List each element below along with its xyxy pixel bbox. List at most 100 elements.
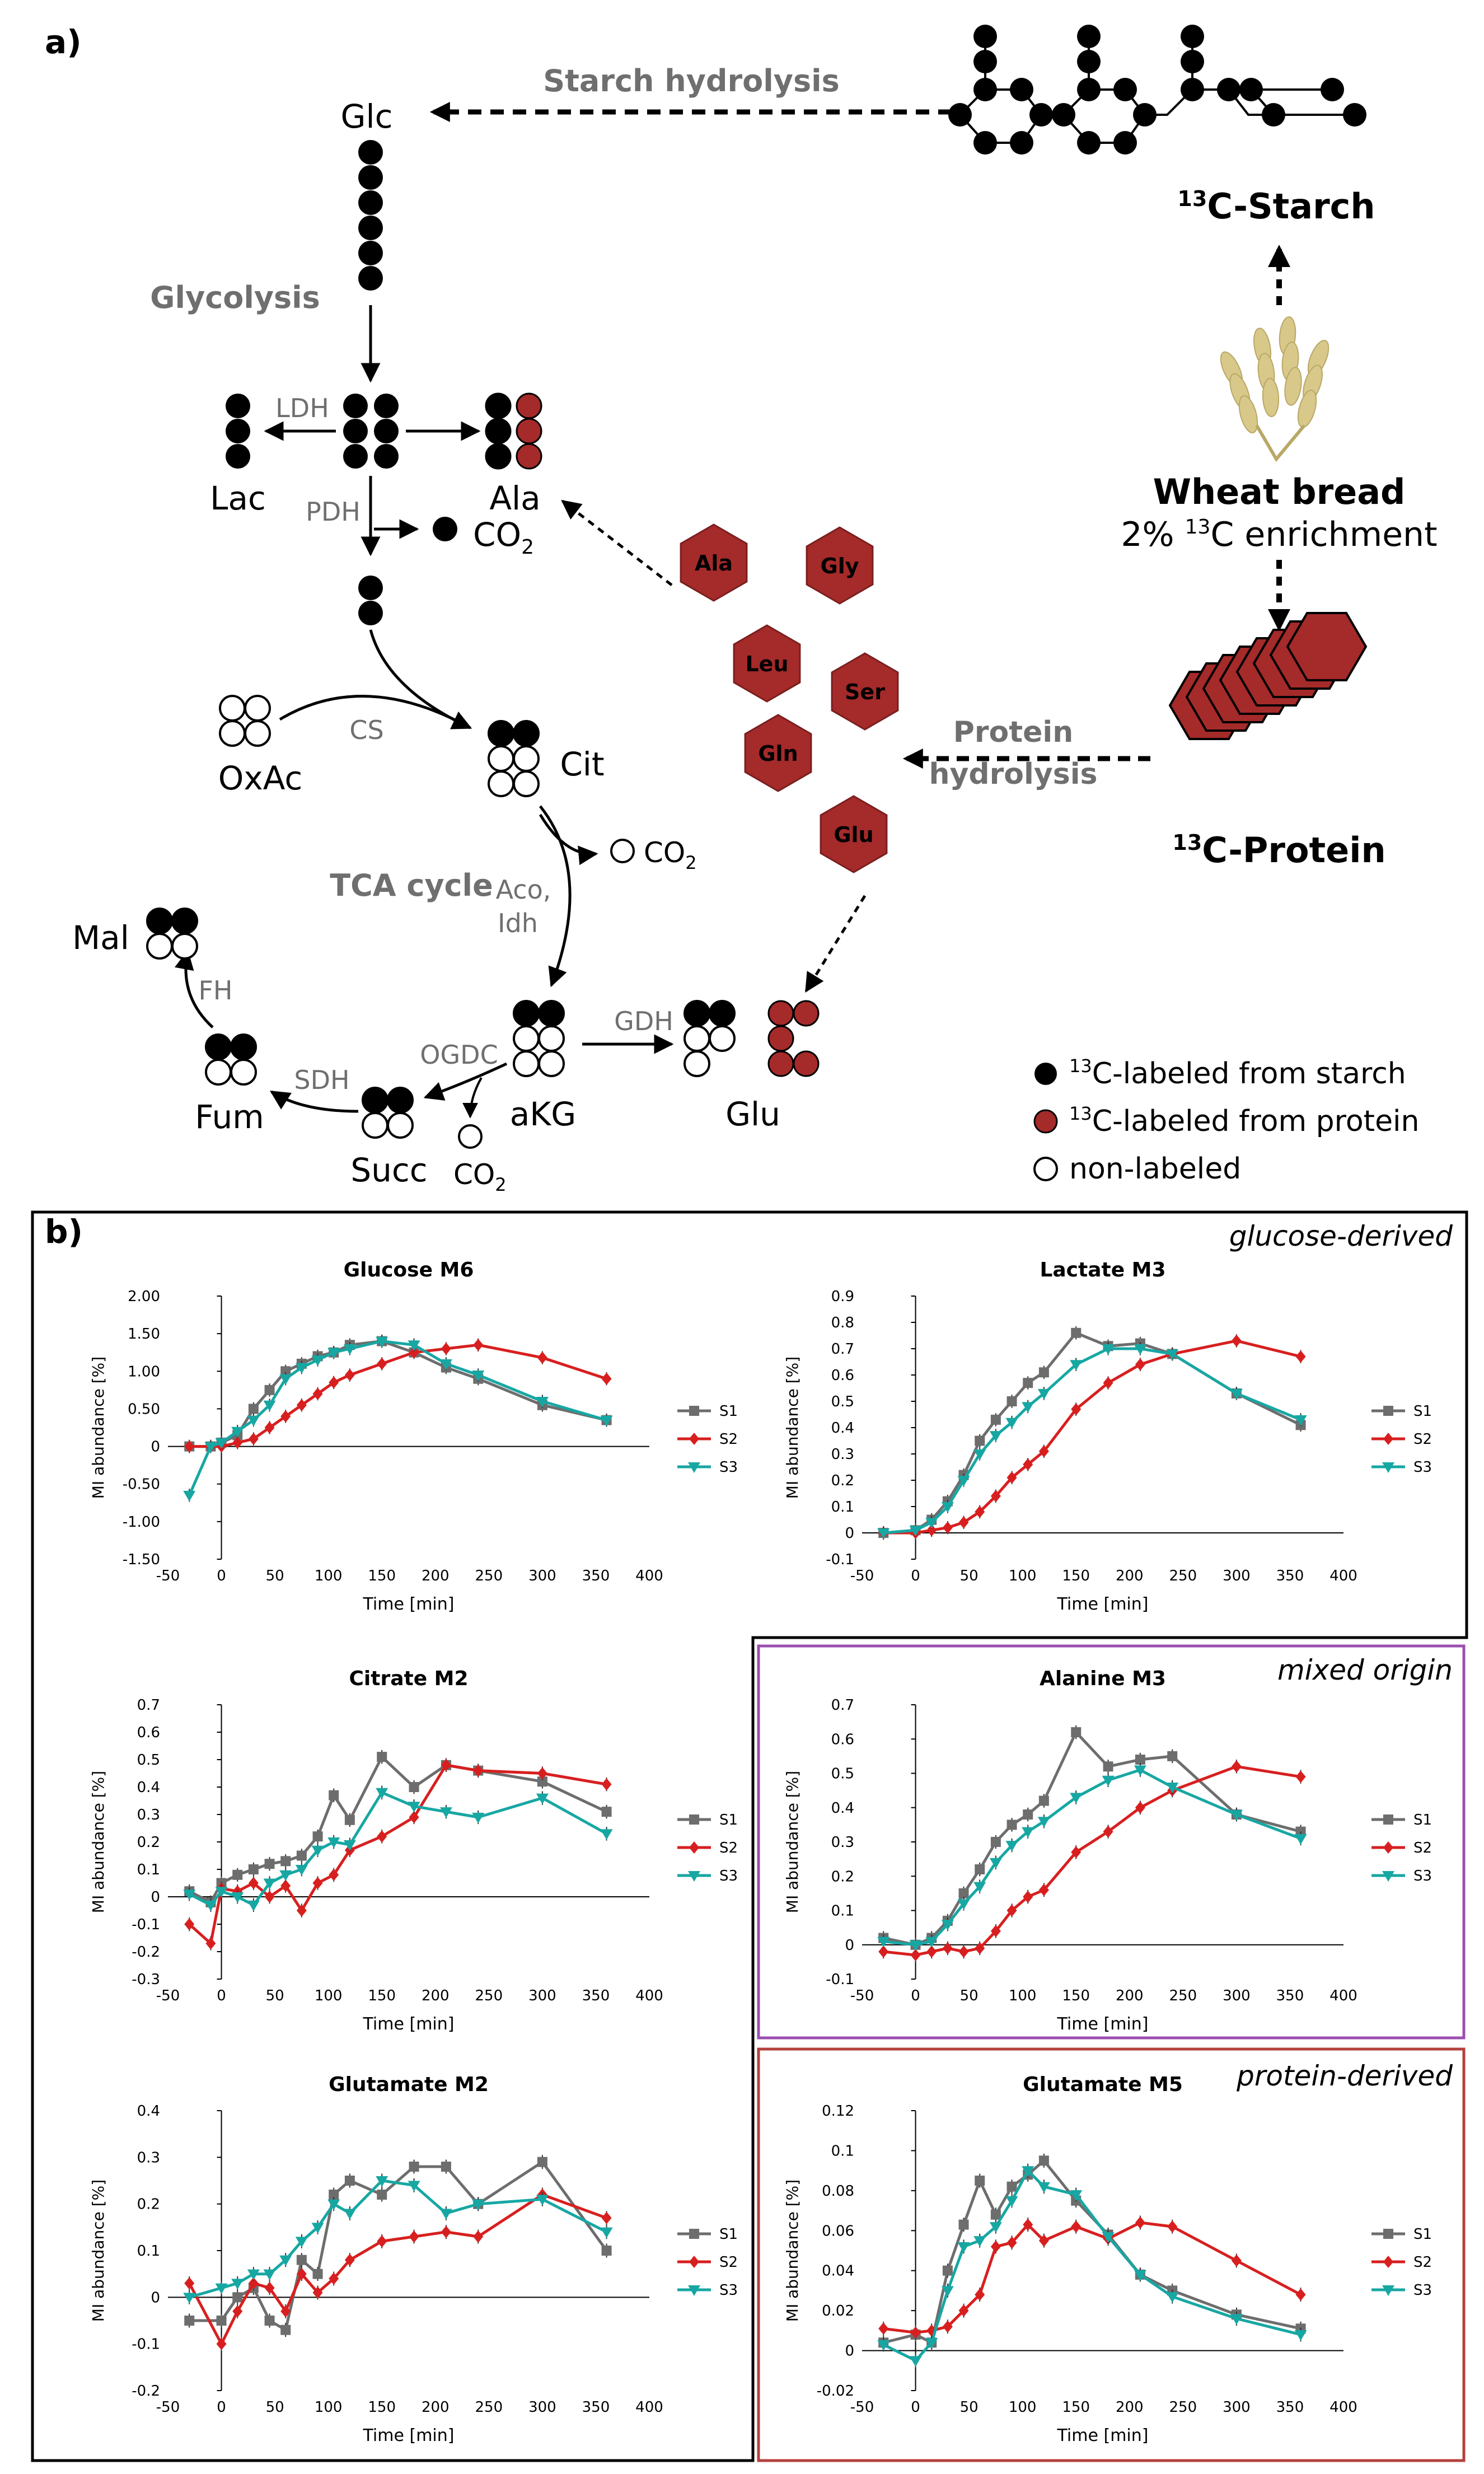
- y-tick-label: -0.1: [826, 1971, 854, 1988]
- bread-title: Wheat bread: [1153, 471, 1406, 512]
- data-point-s1: [312, 1831, 323, 1842]
- pdh-co2-label: CO2: [473, 516, 534, 559]
- starch-carbon-dots: [948, 25, 1366, 155]
- y-axis-label: MI abundance [%]: [783, 1357, 802, 1499]
- y-tick-label: 0.8: [831, 1315, 854, 1331]
- data-point-s1: [975, 1864, 985, 1874]
- data-point-s2: [1023, 2218, 1033, 2231]
- x-tick-label: -50: [156, 1987, 180, 2004]
- citrate-m2-chart: Citrate M2 -0.3 -0.2 -0.1 0 0.1 0.2 0.3 0.4 0.5 0.…: [89, 1667, 738, 2034]
- data-point-s2: [942, 2320, 953, 2333]
- data-point-s2: [473, 2230, 484, 2243]
- x-tick-label: 200: [1116, 1568, 1144, 1584]
- protein-derived-label: protein-derived: [1236, 2060, 1453, 2092]
- series-line-s1: [883, 1729, 1302, 1947]
- data-point-s3: [1005, 1841, 1018, 1852]
- data-point-s3: [311, 1355, 324, 1367]
- x-tick-label: 250: [475, 1987, 503, 2004]
- data-point-s3: [1070, 1793, 1083, 1804]
- data-point-s3: [295, 1865, 308, 1876]
- data-point-s1: [942, 2265, 953, 2276]
- data-point-s3: [1022, 1827, 1034, 1838]
- y-tick-label: 0.7: [831, 1697, 854, 1714]
- panel-a-label: a): [45, 23, 82, 61]
- legend-protein-swatch: [1033, 1109, 1058, 1134]
- data-point-s3: [263, 1400, 276, 1411]
- aa-hexagon-ala: [680, 523, 748, 602]
- data-point-s1: [344, 1814, 355, 1825]
- glucose-m6-chart: Glucose M6 -1.50 -1.00 -0.50 0 0.50 1.00 1.50 2.…: [89, 1259, 738, 1614]
- data-point-s2: [264, 1421, 275, 1434]
- data-point-s1: [601, 1807, 612, 1817]
- data-point-s2: [248, 1433, 259, 1446]
- x-tick-label: 300: [528, 1987, 556, 2004]
- x-tick-label: 50: [960, 1568, 979, 1584]
- acetyl-to-cit-arrow: [369, 629, 472, 729]
- x-tick-label: 250: [1169, 1568, 1197, 1584]
- data-point-s2: [184, 2277, 195, 2290]
- data-point-s2: [216, 2337, 227, 2350]
- acetyl-carbons: [358, 576, 383, 625]
- y-tick-label: 0: [845, 2343, 854, 2360]
- x-tick-label: 250: [1169, 1987, 1197, 2004]
- cs-arrow: [279, 694, 471, 729]
- data-point-s1: [1135, 1755, 1145, 1765]
- data-point-s1: [1071, 1727, 1082, 1737]
- succ-carbons: [362, 1087, 414, 1139]
- aa-label-ser: Ser: [845, 680, 885, 704]
- x-tick-label: 400: [635, 2399, 663, 2416]
- data-point-s3: [925, 1518, 938, 1529]
- glu-label: Glu: [725, 1095, 780, 1133]
- legend-starch: 13C-labeled from starch: [1069, 1055, 1406, 1091]
- data-point-s2: [1295, 1770, 1306, 1783]
- data-point-s3: [215, 1887, 228, 1898]
- data-point-s3: [1005, 1418, 1018, 1429]
- data-point-s3: [1037, 1817, 1050, 1828]
- akg-label: aKG: [510, 1095, 577, 1133]
- y-tick-label: 0.02: [822, 2303, 854, 2319]
- data-point-s1: [1023, 1378, 1033, 1388]
- y-tick-label: 0.1: [831, 1903, 854, 1920]
- data-point-s3: [408, 1340, 420, 1351]
- data-point-s3: [231, 2279, 244, 2290]
- data-point-s3: [941, 1920, 954, 1930]
- data-point-s1: [537, 1776, 547, 1787]
- x-tick-label: 400: [1329, 2399, 1357, 2416]
- data-point-s3: [279, 1374, 292, 1385]
- y-tick-label: 0.2: [831, 1868, 854, 1885]
- ogdc-co2-arrow: [462, 1077, 483, 1119]
- panel-a: a) Starch hydrolysis 13C-Starch: [45, 23, 1438, 1195]
- cit-carbons: [488, 720, 540, 797]
- tca-cycle-label: TCA cycle: [330, 868, 493, 903]
- x-tick-label: 350: [1276, 2399, 1304, 2416]
- data-point-s3: [1102, 2232, 1115, 2243]
- y-tick-label: -0.1: [132, 2336, 160, 2353]
- series-line-s2: [188, 2193, 607, 2347]
- x-tick-label: 200: [422, 1987, 450, 2004]
- panel-b-label: b): [45, 1213, 83, 1251]
- data-point-s1: [264, 1385, 275, 1395]
- data-point-s3: [279, 2255, 292, 2266]
- aa-label-gly: Gly: [821, 554, 859, 578]
- data-point-s3: [925, 1937, 938, 1948]
- mal-label: Mal: [72, 919, 129, 957]
- data-point-s2: [296, 2267, 307, 2280]
- data-point-s3: [1166, 1349, 1179, 1360]
- x-tick-label: 50: [960, 2399, 979, 2416]
- lactate-m3-chart: Lactate M3 -0.1 0 0.1 0.2 0.3 0.4 0.5 0.6 0.7 0.8 0…: [783, 1259, 1432, 1614]
- data-point-s3: [941, 2286, 954, 2297]
- legend-protein: 13C-labeled from protein: [1069, 1103, 1419, 1138]
- data-point-s3: [295, 1363, 308, 1374]
- y-tick-label: -0.2: [132, 1944, 160, 1961]
- mixed-origin-box: [757, 1644, 1466, 2040]
- series-line-s2: [883, 1765, 1301, 1957]
- data-point-s3: [536, 1793, 549, 1804]
- x-tick-label: 150: [368, 1568, 396, 1584]
- data-point-s1: [280, 2325, 291, 2335]
- data-point-s2: [280, 1879, 291, 1892]
- data-point-s1: [1038, 1795, 1049, 1806]
- data-point-s1: [1103, 1761, 1113, 1772]
- aa-label-glu: Glu: [834, 822, 873, 847]
- series-line-s1: [883, 2158, 1302, 2345]
